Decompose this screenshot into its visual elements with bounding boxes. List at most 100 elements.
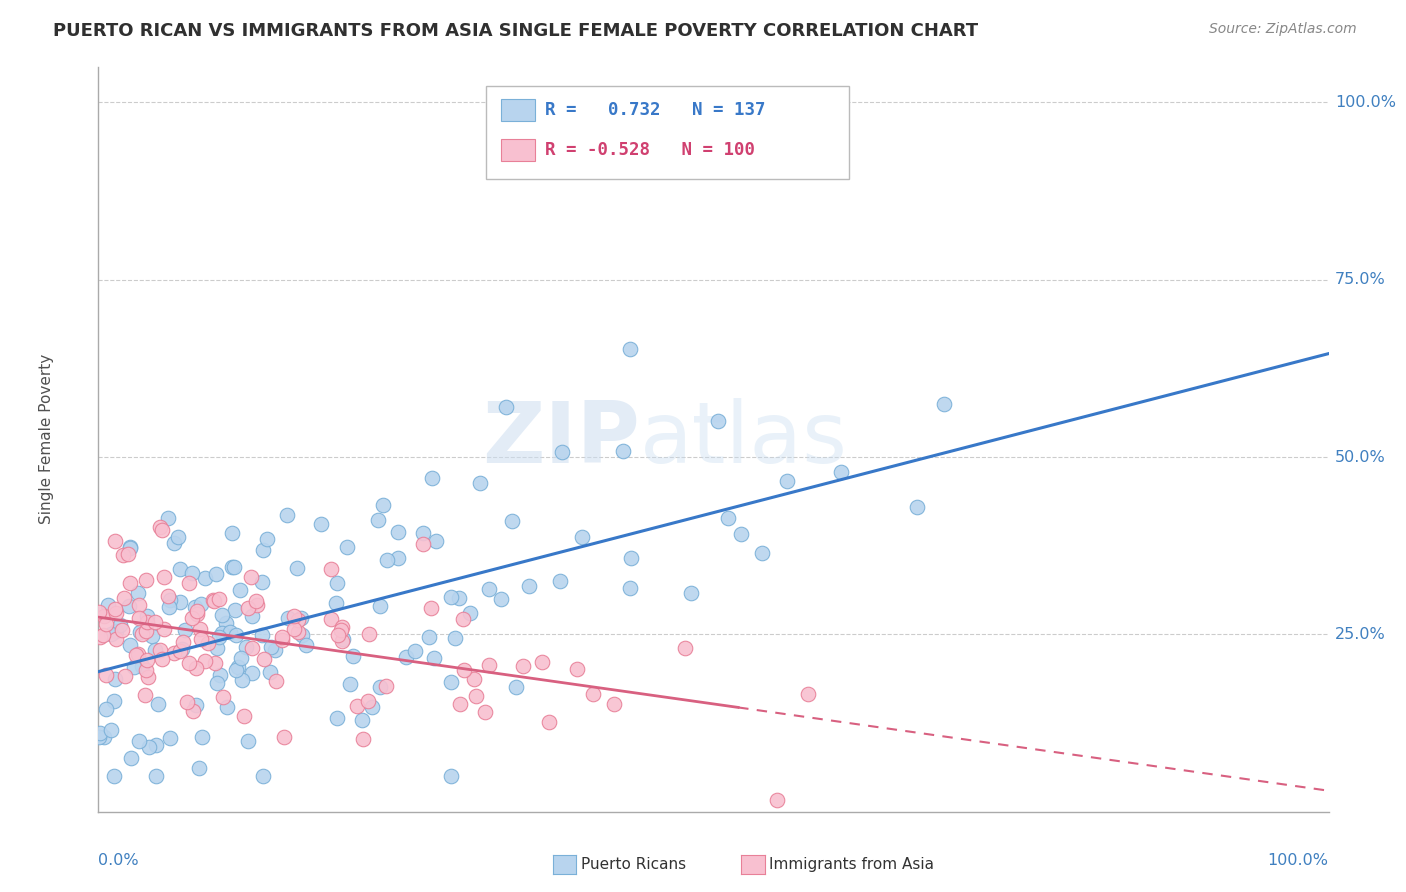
Text: 50.0%: 50.0% bbox=[1334, 450, 1385, 465]
Point bbox=[157, 590, 180, 604]
Point bbox=[103, 769, 125, 783]
Point bbox=[169, 595, 191, 609]
Point bbox=[87, 730, 110, 744]
Point bbox=[271, 630, 294, 644]
Point bbox=[226, 660, 249, 674]
Point bbox=[138, 740, 160, 755]
Point bbox=[332, 632, 354, 646]
Point bbox=[444, 631, 467, 645]
Point bbox=[252, 575, 274, 590]
Point bbox=[250, 628, 273, 642]
Point bbox=[149, 642, 172, 657]
Point bbox=[283, 622, 305, 636]
Text: PUERTO RICAN VS IMMIGRANTS FROM ASIA SINGLE FEMALE POVERTY CORRELATION CHART: PUERTO RICAN VS IMMIGRANTS FROM ASIA SIN… bbox=[53, 22, 979, 40]
Point bbox=[100, 723, 122, 738]
Point bbox=[387, 550, 409, 565]
Point bbox=[211, 626, 233, 640]
Point bbox=[751, 545, 773, 559]
Point bbox=[530, 655, 553, 669]
Point bbox=[245, 598, 267, 612]
Point bbox=[330, 633, 353, 648]
Point bbox=[517, 579, 540, 593]
Point bbox=[208, 591, 231, 606]
Point bbox=[204, 657, 226, 671]
Point bbox=[620, 550, 643, 565]
Point bbox=[235, 640, 257, 655]
Point bbox=[326, 711, 349, 725]
Point bbox=[103, 694, 125, 708]
Point bbox=[211, 607, 233, 622]
Point bbox=[120, 540, 142, 554]
Text: R = -0.528   N = 100: R = -0.528 N = 100 bbox=[546, 141, 755, 160]
Point bbox=[205, 566, 228, 581]
Point bbox=[179, 575, 201, 590]
Point bbox=[796, 687, 818, 701]
Text: 25.0%: 25.0% bbox=[1334, 627, 1385, 642]
Point bbox=[114, 669, 136, 683]
Point bbox=[571, 530, 593, 544]
Point bbox=[181, 704, 204, 718]
Point bbox=[717, 511, 740, 525]
Point bbox=[565, 662, 588, 676]
Point bbox=[186, 661, 208, 675]
Point bbox=[259, 665, 281, 679]
Point bbox=[87, 605, 110, 619]
Point bbox=[112, 549, 135, 563]
Point bbox=[117, 548, 139, 562]
Point bbox=[368, 599, 391, 613]
Point bbox=[236, 734, 259, 748]
Point bbox=[412, 526, 434, 541]
Point bbox=[100, 627, 122, 641]
Point bbox=[205, 641, 228, 656]
Point bbox=[548, 574, 571, 588]
Point bbox=[125, 648, 148, 662]
Point bbox=[420, 471, 443, 485]
Point bbox=[326, 628, 349, 642]
Point bbox=[152, 570, 174, 584]
Point bbox=[104, 602, 127, 616]
Point bbox=[93, 608, 115, 623]
Point bbox=[169, 562, 191, 576]
Point bbox=[225, 663, 247, 677]
Point bbox=[468, 475, 491, 490]
Point bbox=[141, 629, 163, 643]
Point bbox=[495, 400, 517, 414]
Point bbox=[932, 397, 955, 411]
Point bbox=[440, 674, 463, 689]
Point bbox=[474, 706, 496, 720]
Point bbox=[551, 444, 574, 458]
Point bbox=[146, 697, 169, 711]
Point bbox=[169, 644, 191, 658]
Point bbox=[453, 663, 475, 677]
Point bbox=[478, 582, 501, 596]
Point bbox=[730, 527, 752, 541]
Point bbox=[271, 632, 294, 647]
Point bbox=[478, 657, 501, 672]
Point bbox=[330, 624, 353, 638]
Point bbox=[224, 560, 246, 574]
Point bbox=[352, 713, 374, 727]
Point bbox=[221, 526, 243, 541]
Point bbox=[120, 751, 142, 765]
Point bbox=[89, 631, 111, 645]
Point bbox=[256, 533, 278, 547]
Point bbox=[352, 731, 374, 746]
Point bbox=[208, 630, 231, 644]
Point bbox=[89, 726, 111, 740]
Point bbox=[153, 623, 176, 637]
Point bbox=[104, 606, 127, 620]
Point bbox=[127, 647, 149, 661]
Point bbox=[440, 590, 463, 604]
Point bbox=[252, 542, 274, 557]
Point bbox=[253, 652, 276, 666]
Point bbox=[491, 592, 513, 607]
Point bbox=[127, 585, 149, 599]
Point bbox=[186, 607, 208, 622]
FancyBboxPatch shape bbox=[486, 86, 849, 178]
Point bbox=[240, 608, 263, 623]
Point bbox=[136, 608, 159, 623]
Point bbox=[118, 575, 141, 590]
Point bbox=[208, 668, 231, 682]
Point bbox=[186, 604, 208, 618]
Point bbox=[94, 702, 117, 716]
